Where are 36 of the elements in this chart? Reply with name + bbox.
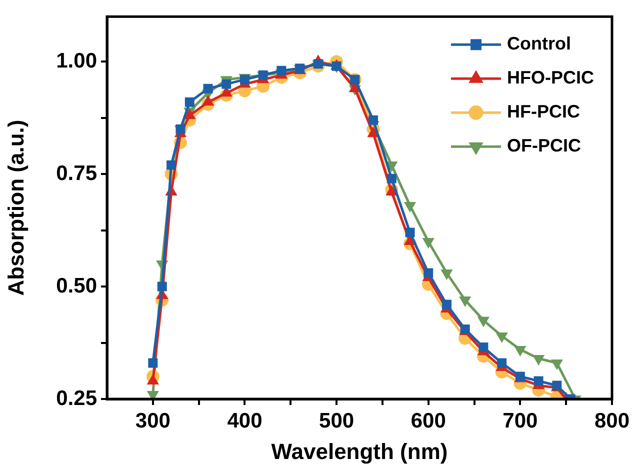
y-tick-label: 1.00	[56, 49, 97, 72]
point	[157, 282, 167, 292]
point	[534, 376, 544, 386]
point	[222, 79, 232, 89]
point	[405, 228, 415, 238]
point	[478, 342, 488, 352]
point	[276, 66, 286, 76]
legend-label: Control	[507, 34, 571, 54]
point	[147, 374, 159, 385]
legend-label: HF-PCIC	[507, 102, 580, 122]
y-tick-label: 0.50	[56, 274, 97, 298]
point	[497, 358, 507, 368]
x-tick-label: 300	[135, 409, 170, 432]
point	[184, 97, 194, 107]
y-tick-label: 0.75	[56, 162, 98, 185]
y-axis-title: Absorption (a.u.)	[3, 120, 28, 296]
x-axis-title: Wavelength (nm)	[271, 438, 448, 464]
point	[368, 115, 378, 125]
x-tick-label: 400	[227, 409, 262, 432]
point	[202, 96, 214, 106]
x-tick-label: 600	[410, 409, 446, 432]
x-tick-label: 500	[319, 409, 354, 432]
point	[258, 70, 268, 80]
point	[424, 268, 434, 278]
legend-label: OF-PCIC	[507, 136, 582, 156]
point	[386, 174, 396, 184]
point	[203, 84, 213, 94]
point	[442, 300, 452, 310]
x-tick-label: 800	[594, 409, 630, 432]
point	[166, 160, 176, 170]
legend-label: HFO-PCIC	[507, 68, 594, 88]
x-tick-label: 700	[502, 409, 538, 432]
point	[386, 186, 398, 196]
y-tick-label: 0.25	[56, 386, 98, 410]
point	[148, 358, 158, 368]
point	[176, 124, 186, 134]
